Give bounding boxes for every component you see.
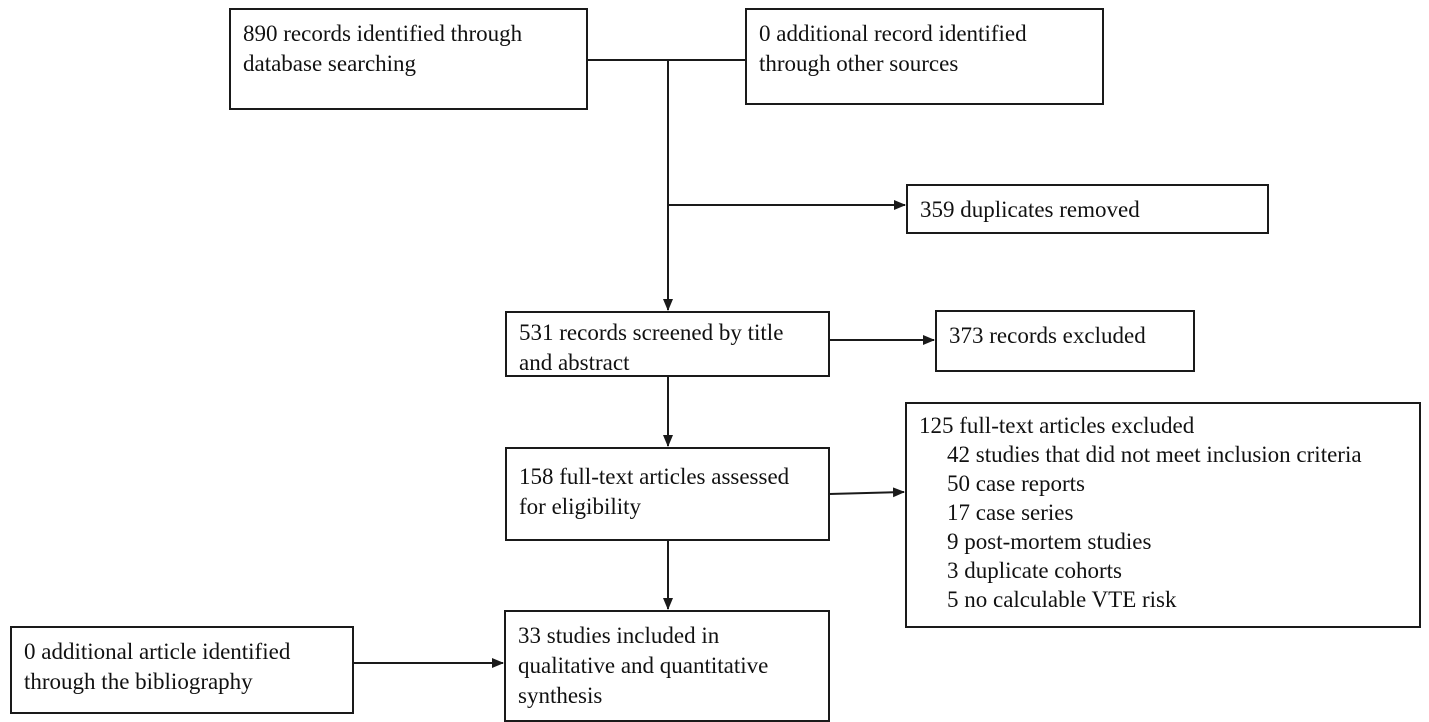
exclusion-reason: 3 duplicate cohorts (947, 558, 1123, 583)
bibliography-box: 0 additional article identified through … (10, 626, 354, 714)
box-text-line: synthesis (518, 683, 603, 708)
database-search-box: 890 records identified through database … (229, 8, 588, 110)
box-text-line: for eligibility (519, 494, 642, 519)
screened-box: 531 records screened by title and abstra… (505, 311, 830, 377)
screen-excluded-box: 373 records excluded (935, 310, 1195, 372)
box-text-line: database searching (243, 51, 417, 76)
box-text-line: through the bibliography (24, 669, 253, 694)
box-text-line: qualitative and quantitative (518, 653, 769, 678)
box-text-line: 359 duplicates removed (920, 197, 1140, 222)
included-studies-box: 33 studies included in qualitative and q… (504, 610, 830, 722)
duplicates-removed-box: 359 duplicates removed (906, 184, 1269, 234)
box-text-line: 33 studies included in (518, 623, 720, 648)
arrow-to-fulltext-excluded (828, 487, 905, 498)
exclusion-heading: 125 full-text articles excluded (919, 413, 1195, 438)
box-text-line: through other sources (759, 51, 959, 76)
fulltext-assessed-box: 158 full-text articles assessed for elig… (505, 447, 830, 541)
other-sources-box: 0 additional record identified through o… (745, 8, 1104, 105)
exclusion-reason: 17 case series (947, 500, 1074, 525)
box-text-line: 0 additional article identified (24, 639, 291, 664)
box-text-line: and abstract (519, 350, 630, 375)
box-text-line: 373 records excluded (949, 323, 1146, 348)
box-text-line: 531 records screened by title (519, 320, 784, 345)
exclusion-reason: 9 post-mortem studies (947, 529, 1152, 554)
box-text-line: 158 full-text articles assessed (519, 464, 790, 489)
exclusion-reason: 5 no calculable VTE risk (947, 587, 1177, 612)
box-text-line: 0 additional record identified (759, 21, 1027, 46)
exclusion-reason: 50 case reports (947, 471, 1085, 496)
exclusion-reason: 42 studies that did not meet inclusion c… (947, 442, 1362, 467)
box-text-line: 890 records identified through (243, 21, 523, 46)
fulltext-excluded-box: 125 full-text articles excluded 42 studi… (905, 402, 1421, 628)
